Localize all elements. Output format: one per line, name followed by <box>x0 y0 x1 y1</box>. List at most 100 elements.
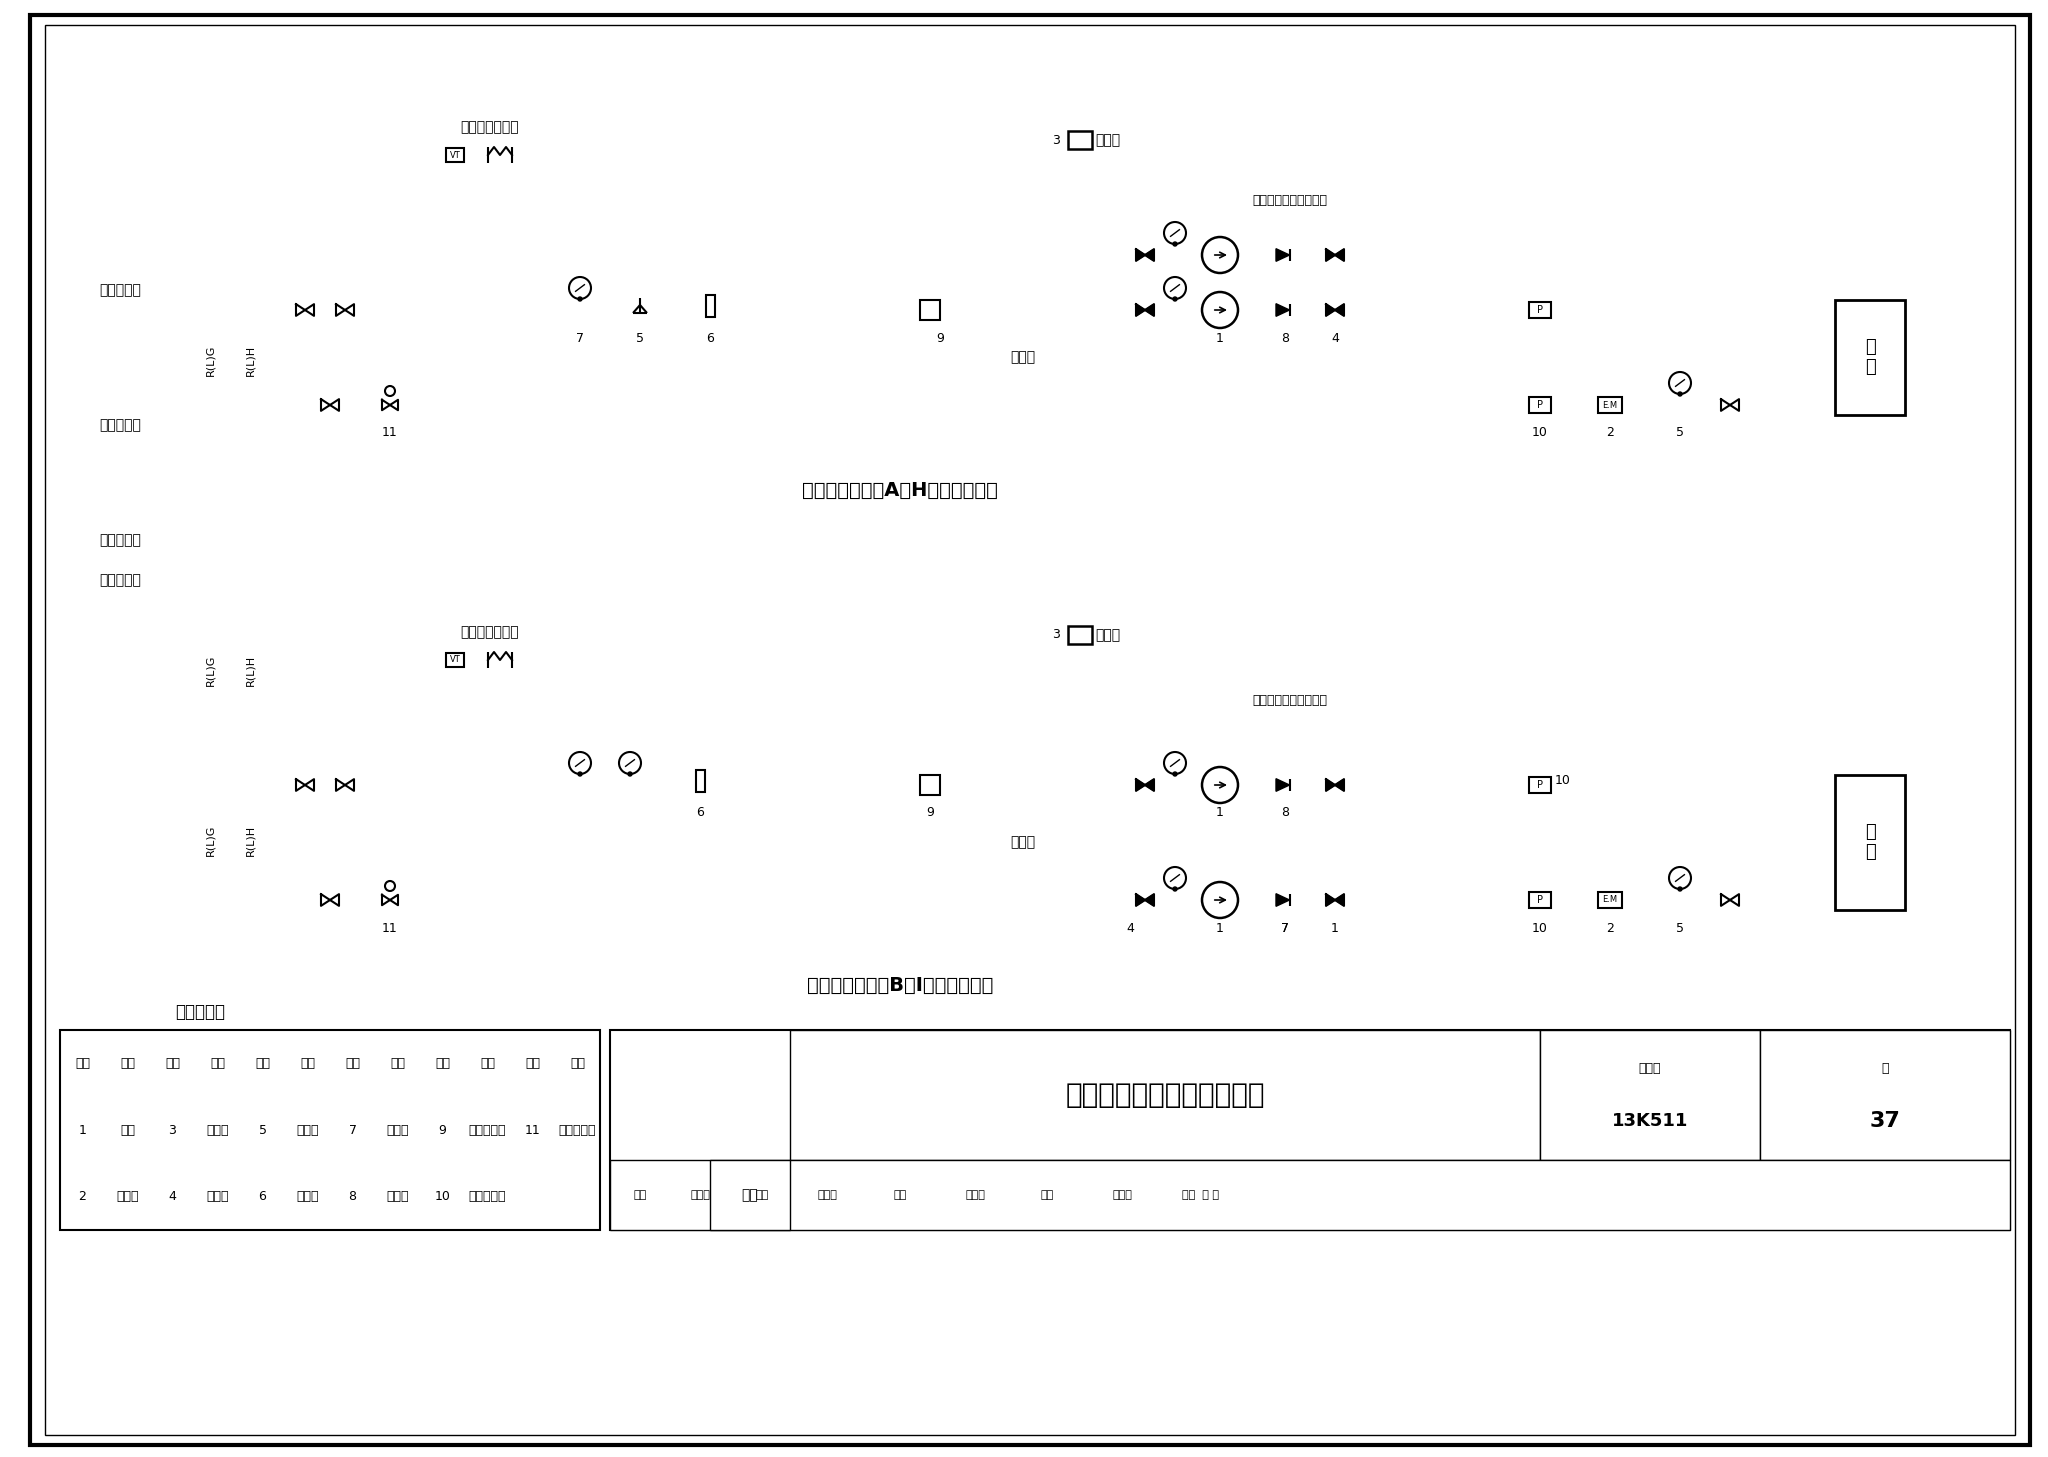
Text: 名称: 名称 <box>299 1056 315 1069</box>
Text: 用
户: 用 户 <box>1864 338 1876 376</box>
Text: 37: 37 <box>1870 1112 1901 1131</box>
Bar <box>1835 775 1905 911</box>
Text: 室外温度传感器: 室外温度传感器 <box>461 119 520 134</box>
Text: 11: 11 <box>383 427 397 440</box>
Text: 止回阀: 止回阀 <box>387 1190 410 1203</box>
Text: 10: 10 <box>1532 921 1548 934</box>
Text: 设计  唐 燕: 设计 唐 燕 <box>1182 1190 1219 1201</box>
Text: R(L)G: R(L)G <box>205 825 215 855</box>
Circle shape <box>1163 867 1186 889</box>
Text: 3: 3 <box>1053 134 1061 147</box>
Bar <box>707 294 715 318</box>
Text: 3: 3 <box>1053 628 1061 641</box>
Text: 10: 10 <box>1554 774 1571 787</box>
Text: 4: 4 <box>1126 921 1135 934</box>
Text: 管网回水管: 管网回水管 <box>98 573 141 587</box>
Text: 2: 2 <box>1606 427 1614 440</box>
Bar <box>1067 627 1092 644</box>
Bar <box>1759 1030 2009 1160</box>
Circle shape <box>1174 887 1178 892</box>
Bar <box>1835 300 1905 415</box>
Text: 昂昂: 昂昂 <box>756 1190 768 1201</box>
Text: 2: 2 <box>78 1190 86 1203</box>
Text: 多级混水泵系统A、H型工作原理图: 多级混水泵系统A、H型工作原理图 <box>803 481 997 500</box>
Circle shape <box>1202 291 1237 328</box>
Text: P: P <box>1536 895 1542 905</box>
Circle shape <box>569 752 592 774</box>
Text: 1: 1 <box>1217 921 1225 934</box>
Circle shape <box>578 297 582 302</box>
Circle shape <box>1174 297 1178 302</box>
Text: 用
户: 用 户 <box>1864 823 1876 861</box>
Text: 10: 10 <box>1532 427 1548 440</box>
Text: 5: 5 <box>637 332 643 344</box>
Text: 控制柜: 控制柜 <box>1096 628 1120 643</box>
Text: 编号: 编号 <box>434 1056 451 1069</box>
Text: 旁通管: 旁通管 <box>1010 835 1034 849</box>
Text: 名称: 名称 <box>479 1056 496 1069</box>
Text: 邑邑: 邑邑 <box>1040 1190 1053 1201</box>
Circle shape <box>1163 277 1186 299</box>
Bar <box>1530 302 1550 318</box>
Circle shape <box>1163 752 1186 774</box>
Text: 管网供水管: 管网供水管 <box>98 533 141 546</box>
Text: 电动调节阀: 电动调节阀 <box>559 1123 596 1136</box>
Text: 水泵: 水泵 <box>121 1123 135 1136</box>
Polygon shape <box>1137 249 1153 261</box>
Text: R(L)H: R(L)H <box>246 654 256 686</box>
Bar <box>610 1160 2009 1230</box>
Text: P: P <box>1536 401 1542 409</box>
Text: 名称: 名称 <box>211 1056 225 1069</box>
Polygon shape <box>1276 893 1290 906</box>
Bar <box>920 775 940 796</box>
Circle shape <box>1174 242 1178 246</box>
Circle shape <box>1202 237 1237 272</box>
Text: 5: 5 <box>1675 921 1683 934</box>
Text: 截止阀: 截止阀 <box>207 1190 229 1203</box>
Bar <box>920 300 940 321</box>
Bar <box>1540 1030 1759 1160</box>
Text: 页: 页 <box>1882 1062 1888 1075</box>
Text: 邑电气: 邑电气 <box>1112 1190 1133 1201</box>
Text: 7: 7 <box>1280 921 1288 934</box>
Text: 旁通管: 旁通管 <box>1010 350 1034 364</box>
Text: 8: 8 <box>1280 332 1288 344</box>
Bar <box>791 1030 1540 1160</box>
Text: E.M: E.M <box>1602 401 1618 409</box>
Text: 管网回水管: 管网回水管 <box>98 418 141 431</box>
Text: 管网供水管: 管网供水管 <box>98 283 141 297</box>
Polygon shape <box>1325 249 1343 261</box>
Text: R(L)H: R(L)H <box>246 344 256 376</box>
Bar <box>1530 396 1550 412</box>
Circle shape <box>1174 772 1178 777</box>
Text: 1: 1 <box>1217 332 1225 344</box>
Text: 2: 2 <box>1606 921 1614 934</box>
Text: 6: 6 <box>707 332 715 344</box>
Text: 编号: 编号 <box>344 1056 360 1069</box>
Text: 名称: 名称 <box>121 1056 135 1069</box>
Text: 4: 4 <box>1331 332 1339 344</box>
Text: 9: 9 <box>438 1123 446 1136</box>
Bar <box>711 1160 791 1230</box>
Text: 5: 5 <box>258 1123 266 1136</box>
Text: 吕晓昭: 吕晓昭 <box>690 1190 711 1201</box>
Text: 5: 5 <box>1675 427 1683 440</box>
Text: R(L)G: R(L)G <box>205 654 215 686</box>
Text: R(L)H: R(L)H <box>246 825 256 855</box>
Text: 控制柜: 控制柜 <box>1096 133 1120 147</box>
Text: 1: 1 <box>1217 807 1225 819</box>
Text: 6: 6 <box>696 807 705 819</box>
Bar <box>446 653 465 667</box>
Text: 9: 9 <box>936 332 944 344</box>
Text: 名称对照表: 名称对照表 <box>174 1002 225 1021</box>
Text: 4: 4 <box>168 1190 176 1203</box>
Polygon shape <box>1276 303 1290 316</box>
Circle shape <box>1677 392 1681 396</box>
Text: 13K511: 13K511 <box>1612 1112 1688 1131</box>
Polygon shape <box>1137 779 1153 791</box>
Polygon shape <box>1325 779 1343 791</box>
Text: 名称: 名称 <box>569 1056 586 1069</box>
Text: 8: 8 <box>348 1190 356 1203</box>
Text: 1: 1 <box>78 1123 86 1136</box>
Bar <box>59 1030 600 1230</box>
